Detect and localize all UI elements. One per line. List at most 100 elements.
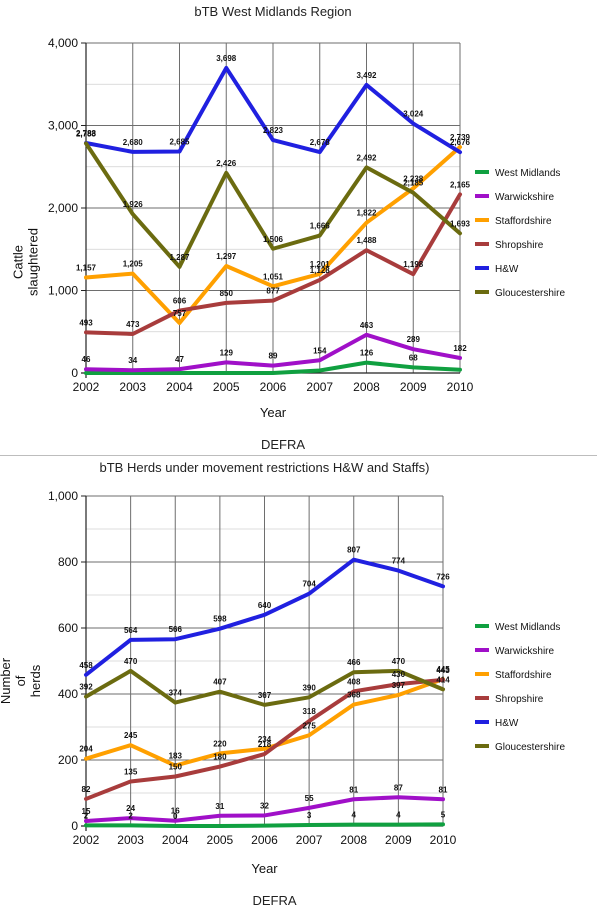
data-label: 15: [82, 807, 91, 816]
data-label: 414: [436, 675, 450, 684]
data-label: 1,157: [76, 264, 97, 273]
y-tick-label: 0: [71, 819, 78, 833]
data-label: 126: [360, 349, 374, 358]
legend-label: H&W: [495, 264, 519, 275]
data-label: 3: [307, 811, 312, 820]
y-tick-label: 200: [58, 753, 78, 767]
data-label: 458: [79, 661, 93, 670]
x-tick-label: 2003: [117, 833, 144, 847]
x-tick-label: 2006: [260, 380, 287, 394]
data-label: 47: [175, 355, 184, 364]
legend-label: Staffordshire: [495, 216, 552, 227]
data-label: 4: [352, 811, 357, 820]
data-label: 2,685: [169, 137, 190, 146]
data-label: 390: [302, 683, 316, 692]
data-label: 463: [360, 321, 374, 330]
data-label: 234: [258, 735, 272, 744]
data-label: 443: [436, 666, 450, 675]
data-label: 374: [169, 689, 183, 698]
data-label: 392: [79, 683, 93, 692]
legend-label: West Midlands: [495, 168, 560, 179]
data-label: 704: [302, 580, 316, 589]
data-label: 34: [128, 356, 137, 365]
data-label: 150: [169, 763, 183, 772]
data-label: 1,506: [263, 235, 284, 244]
y-tick-label: 2,000: [48, 201, 78, 215]
legend-label: Warwickshire: [495, 646, 555, 657]
data-label: 2: [128, 811, 133, 820]
source-label: DEFRA: [261, 437, 305, 452]
x-tick-label: 2009: [400, 380, 427, 394]
x-tick-label: 2008: [340, 833, 367, 847]
chart-cattle-slaughtered: bTB West Midlands Region 0 1,000 2,000 3,000…: [11, 4, 566, 452]
x-tick-label: 2010: [447, 380, 474, 394]
source-label: DEFRA: [252, 893, 296, 908]
data-label: 598: [213, 615, 227, 624]
data-label: 640: [258, 601, 272, 610]
series-line-shropshire: [84, 192, 462, 336]
series-line-h-w: [84, 557, 445, 677]
data-label: 0: [173, 812, 178, 821]
data-label: 774: [392, 557, 406, 566]
x-tick-label: 2002: [73, 380, 100, 394]
legend-label: Staffordshire: [495, 670, 552, 681]
x-tick-label: 2007: [306, 380, 333, 394]
data-label: 445: [436, 665, 450, 674]
legend-label: Shropshire: [495, 694, 544, 705]
data-label: 182: [453, 344, 467, 353]
data-label: 32: [260, 801, 269, 810]
data-label: 407: [213, 678, 227, 687]
x-tick-label: 2008: [353, 380, 380, 394]
y-tick-label: 400: [58, 687, 78, 701]
x-tick-label: 2002: [73, 833, 100, 847]
data-label: 135: [124, 767, 138, 776]
data-label: 2,788: [76, 129, 97, 138]
data-label: 1,926: [123, 200, 144, 209]
data-label: 408: [347, 677, 361, 686]
data-label: 877: [266, 287, 280, 296]
data-label: 1,205: [123, 260, 144, 269]
data-label: 16: [171, 807, 180, 816]
x-tick-label: 2004: [166, 380, 193, 394]
data-label: 24: [126, 804, 135, 813]
data-label: 1,051: [263, 272, 284, 281]
chart-panel-herds-restricted: bTB Herds under movement restrictions H&…: [0, 456, 597, 909]
legend-label: Shropshire: [495, 240, 544, 251]
x-tick-label: 2006: [251, 833, 278, 847]
data-label: 180: [213, 753, 227, 762]
data-label: 245: [124, 731, 138, 740]
chart-title: bTB West Midlands Region: [194, 4, 351, 19]
data-label: 3,698: [216, 54, 237, 63]
data-label: 2: [84, 811, 89, 820]
data-label: 493: [79, 318, 93, 327]
data-label: 46: [82, 355, 91, 364]
x-tick-label: 2004: [162, 833, 189, 847]
legend-label: Gloucestershire: [495, 742, 565, 753]
series-line-gloucestershire: [84, 141, 462, 269]
data-label: 466: [347, 658, 361, 667]
data-label: 4: [396, 811, 401, 820]
x-tick-label: 2010: [430, 833, 457, 847]
data-label: 2,185: [403, 179, 424, 188]
series-line-west-midlands: [84, 822, 445, 828]
data-label: 566: [169, 625, 183, 634]
data-label: 2,165: [450, 180, 471, 189]
data-label: 81: [439, 785, 448, 794]
x-tick-label: 2005: [213, 380, 240, 394]
data-label: 183: [169, 752, 183, 761]
legend-label: H&W: [495, 718, 519, 729]
data-label: 218: [258, 740, 272, 749]
data-label: 2,783: [76, 129, 97, 138]
x-axis-title: Year: [251, 861, 278, 876]
x-tick-label: 2003: [119, 380, 146, 394]
data-label: 82: [82, 785, 91, 794]
data-label: 397: [392, 681, 406, 690]
data-label: 2,823: [263, 126, 284, 135]
legend-label: Gloucestershire: [495, 288, 565, 299]
legend-label: West Midlands: [495, 622, 560, 633]
data-label: 2,739: [450, 133, 471, 142]
data-label: 1,128: [310, 266, 331, 275]
series-line-warwickshire: [84, 332, 462, 373]
x-tick-label: 2005: [207, 833, 234, 847]
y-tick-label: 600: [58, 621, 78, 635]
